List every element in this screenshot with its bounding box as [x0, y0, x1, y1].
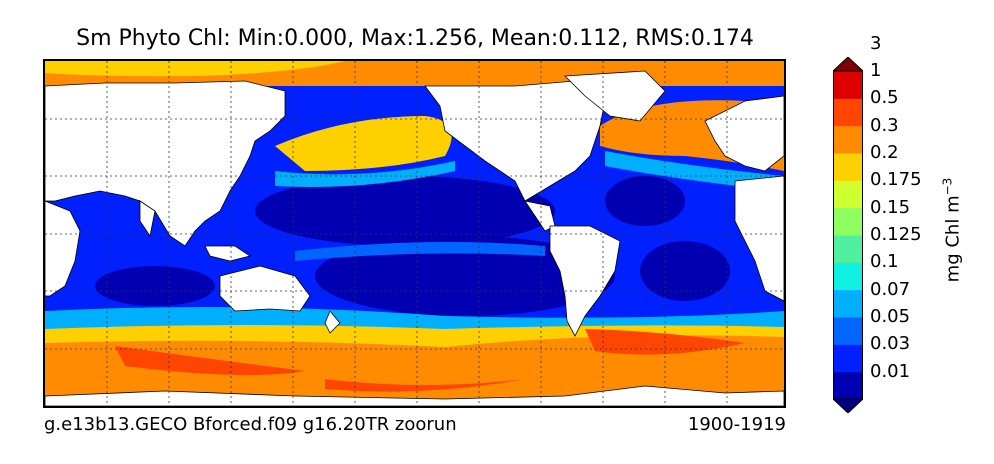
- period-caption: 1900-1919: [687, 414, 786, 435]
- southern-ocean-high-3: [325, 379, 525, 392]
- land-europe: [704, 95, 784, 172]
- colorbar-tick-label: 0.05: [870, 306, 911, 327]
- colorbar-tick-label: 0.5: [870, 87, 899, 109]
- southern-ocean-high: [115, 346, 305, 375]
- indian-ocean-gyre: [95, 266, 215, 306]
- land-masses: [45, 70, 784, 406]
- north-pacific-subarctic: [275, 116, 452, 171]
- colorbar-units-label: mg Chl m−3: [940, 177, 964, 283]
- colorbar-tick-label: 0.01: [870, 360, 911, 382]
- land-greenland: [564, 70, 666, 122]
- land-new-zealand: [324, 310, 341, 334]
- colorbar-bin: [833, 262, 863, 291]
- colorbar-min-extend: [833, 398, 863, 413]
- south-atlantic-gyre: [640, 241, 730, 301]
- north-atlantic-gyre: [605, 176, 685, 226]
- colorbar-tick-label: 0.175: [870, 169, 922, 191]
- colorbar-bin: [833, 344, 863, 373]
- colorbar-bin: [833, 180, 863, 209]
- arctic-inner: [45, 61, 345, 77]
- southern-ocean-band: [45, 335, 784, 406]
- colorbar-tick-label: 0.07: [870, 278, 911, 300]
- colorbar-bin: [833, 98, 863, 127]
- colorbar-tick-label: 0.1: [870, 251, 899, 273]
- land-indonesia: [204, 245, 251, 262]
- colorbar-bin: [833, 235, 863, 263]
- colorbar-tick-label: 1: [870, 60, 882, 81]
- colorbar-tick-label: 0.15: [870, 196, 911, 218]
- land-south-america: [549, 225, 621, 337]
- north-pacific-edge: [275, 161, 455, 187]
- colorbar-frame: [833, 70, 863, 400]
- south-pacific-gyre: [315, 236, 615, 316]
- colorbar-tick-label: 0.2: [870, 142, 899, 163]
- colorbar-tick-label: 0.3: [870, 114, 899, 136]
- land-west-africa: [734, 175, 784, 302]
- land-india: [139, 200, 156, 238]
- colorbar-max-extend: [833, 57, 863, 72]
- colorbar-bin: [833, 289, 863, 318]
- colorbar-bin: [833, 71, 863, 99]
- colorbar-bin: [833, 371, 863, 400]
- chlorophyll-map: [43, 59, 786, 408]
- land-australia: [219, 265, 311, 312]
- land-eurasia: [45, 80, 286, 247]
- colorbar-tick-label: 3: [870, 32, 882, 54]
- subantarctic-front: [45, 307, 784, 331]
- colorbar: [833, 57, 863, 413]
- colorbar-bin: [833, 125, 863, 154]
- run-name-caption: g.e13b13.GECO Bforced.f09 g16.20TR zooru…: [44, 414, 457, 435]
- colorbar-bin: [833, 317, 863, 345]
- colorbar-bin: [833, 207, 863, 236]
- land-africa: [45, 200, 81, 297]
- colorbar-tick-label: 0.03: [870, 333, 911, 355]
- colorbar-bin: [833, 153, 863, 181]
- map-title: Sm Phyto Chl: Min:0.000, Max:1.256, Mean…: [76, 26, 754, 51]
- land-antarctica: [45, 385, 784, 406]
- colorbar-tick-label: 0.125: [870, 224, 922, 245]
- north-pacific-gyre: [255, 176, 555, 246]
- equatorial-upwelling: [295, 242, 545, 261]
- graticule: [45, 61, 784, 406]
